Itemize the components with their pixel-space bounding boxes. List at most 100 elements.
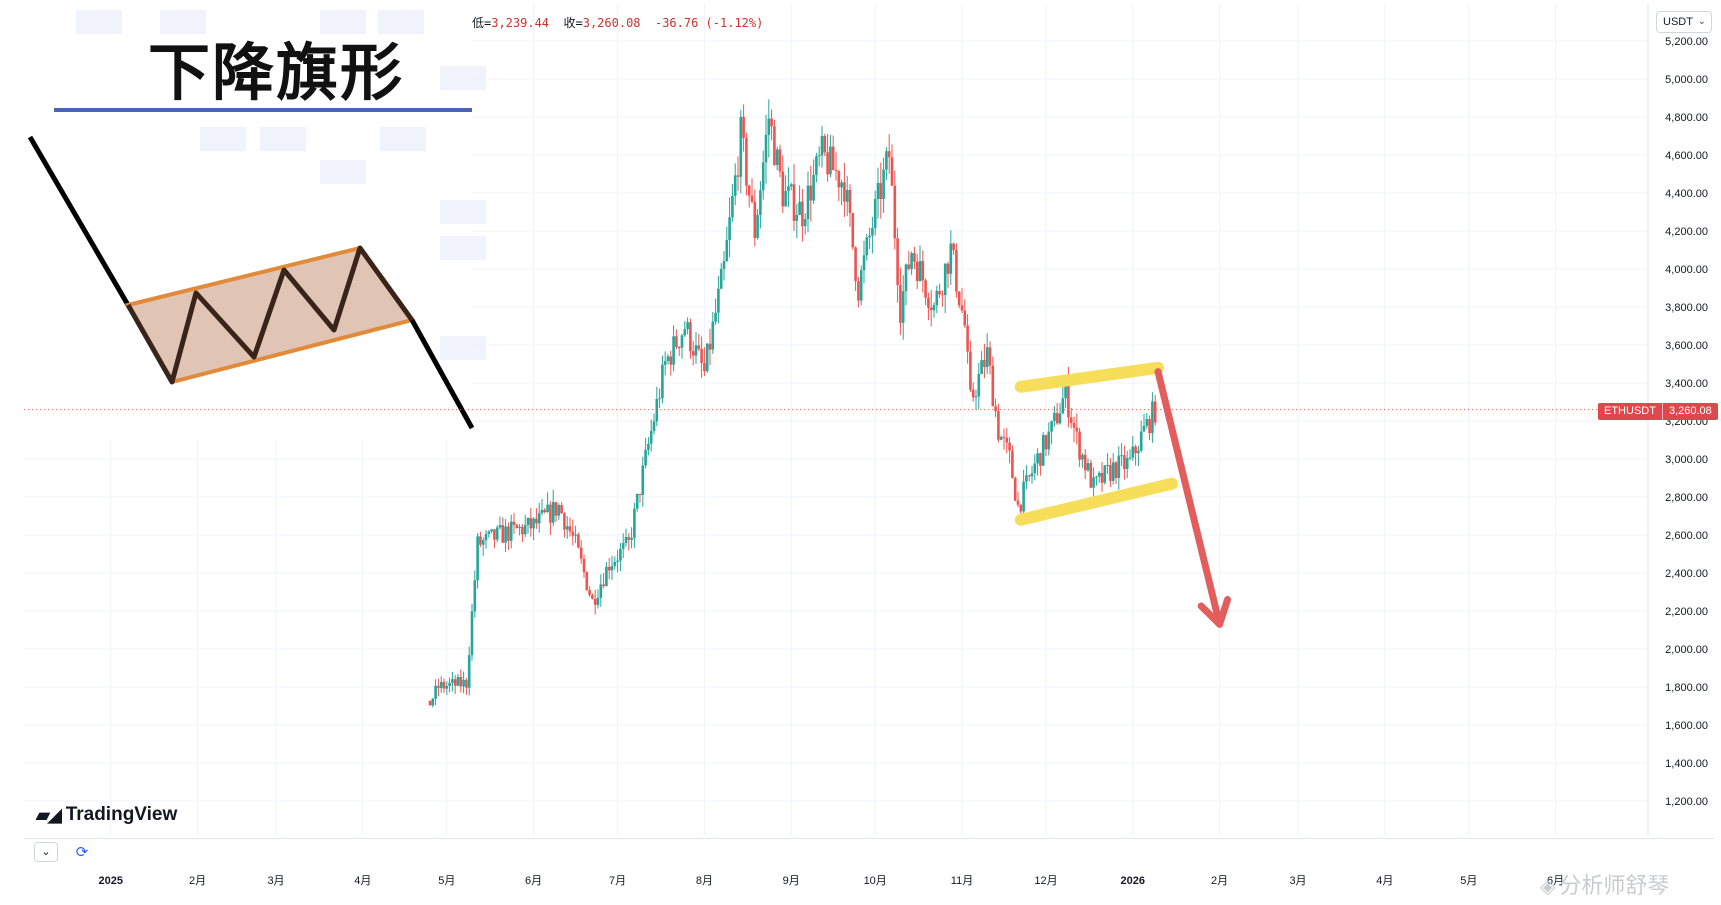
price-tick-label: 1,200.00 [1665, 796, 1708, 808]
candle-body [711, 321, 715, 350]
inset-tile [440, 66, 486, 90]
candle-body [456, 677, 460, 686]
candle-body [957, 291, 961, 306]
candle-body [887, 151, 891, 158]
candle-body [448, 682, 451, 686]
candle-body [915, 261, 919, 281]
candle-body [1081, 454, 1084, 460]
breakdown-line [409, 318, 475, 430]
candle-body [963, 310, 967, 326]
candle-body [714, 312, 717, 322]
candle-body [694, 345, 698, 356]
tradingview-logo[interactable]: ▰◢ TradingView [36, 804, 177, 826]
candle-body [1145, 418, 1149, 426]
last-price-label: 3,260.08 [1668, 405, 1712, 417]
candle-body [1050, 421, 1053, 432]
candle-body [509, 521, 513, 541]
candle-body [966, 325, 969, 352]
candle-body [546, 504, 549, 513]
arrow-head [1216, 596, 1232, 628]
candle-body [585, 572, 589, 591]
candle-body [551, 502, 555, 523]
overlay-title: 下降旗形 [148, 36, 405, 109]
chevron-down-icon: ⌄ [41, 845, 51, 858]
candle-body [1134, 446, 1137, 454]
candle-body [462, 679, 465, 687]
candle-body [806, 185, 810, 220]
candle-body [775, 149, 779, 166]
candle-body [1008, 442, 1011, 451]
price-tick-label: 5,200.00 [1665, 36, 1708, 48]
candle-body [859, 270, 863, 301]
candle-body [921, 261, 925, 281]
inset-tile [320, 160, 366, 184]
candle-body [532, 518, 535, 529]
candle-body [753, 201, 757, 238]
candle-body [862, 255, 866, 271]
candle-body [1103, 465, 1107, 483]
candle-body [927, 297, 930, 308]
flag-zigzag [125, 245, 415, 385]
candle-body [518, 526, 521, 529]
candle-body [467, 655, 471, 688]
candle-body [1016, 500, 1020, 505]
candle-body [742, 116, 745, 138]
time-tick-label: 12月 [1034, 875, 1057, 887]
candle-body [803, 219, 807, 227]
candle-body [495, 527, 499, 540]
candle-body [834, 170, 838, 172]
collapse-button[interactable]: ⌄ [34, 842, 58, 862]
candle-body [610, 566, 614, 571]
candle-body [955, 250, 958, 292]
low-value: 3,239.44 [491, 16, 550, 30]
candle-body [501, 525, 505, 543]
candle-body [885, 151, 888, 170]
candle-body [675, 336, 678, 347]
candle-body [857, 281, 860, 301]
candle-body [1027, 475, 1031, 477]
currency-select[interactable]: USDT ⌄ [1656, 11, 1712, 33]
candle-body [879, 183, 883, 200]
candle-body [1019, 504, 1023, 512]
candle-body [759, 190, 762, 215]
candle-body [1097, 472, 1101, 477]
candle-body [1106, 464, 1109, 466]
time-tick-label: 10月 [864, 875, 887, 887]
price-tick-label: 4,000.00 [1665, 264, 1708, 276]
candle-body [901, 291, 905, 323]
candle-body [582, 558, 586, 573]
candle-body [826, 152, 829, 175]
candle-body [437, 685, 440, 688]
candle-body [638, 493, 642, 495]
candle-body [498, 525, 502, 528]
candle-body [1055, 412, 1059, 424]
price-tick-label: 1,400.00 [1665, 758, 1708, 770]
time-tick-label: 2026 [1121, 875, 1145, 887]
candle-body [470, 611, 474, 656]
candle-body [543, 509, 547, 513]
candle-body [843, 182, 846, 202]
price-tick-label: 4,400.00 [1665, 188, 1708, 200]
candle-body [1058, 413, 1062, 424]
refresh-button[interactable]: ⟳ [72, 842, 92, 862]
candle-body [493, 529, 496, 540]
candle-body [890, 157, 894, 186]
candle-body [784, 191, 787, 207]
price-tick-label: 2,000.00 [1665, 644, 1708, 656]
change-value: -36.76 (-1.12%) [654, 16, 764, 30]
candle-body [736, 175, 740, 177]
candle-body [1072, 422, 1076, 428]
candle-body [1142, 425, 1146, 432]
candle-body [770, 118, 773, 127]
candle-body [910, 253, 913, 269]
candle-body [1005, 437, 1009, 443]
candle-body [935, 290, 939, 306]
candle-body [599, 584, 603, 598]
inset-tile [200, 127, 246, 151]
candle-body [568, 526, 572, 532]
candle-body [969, 351, 972, 390]
candle-body [1039, 453, 1042, 466]
candle-body [1047, 431, 1051, 450]
candle-body [896, 238, 899, 285]
